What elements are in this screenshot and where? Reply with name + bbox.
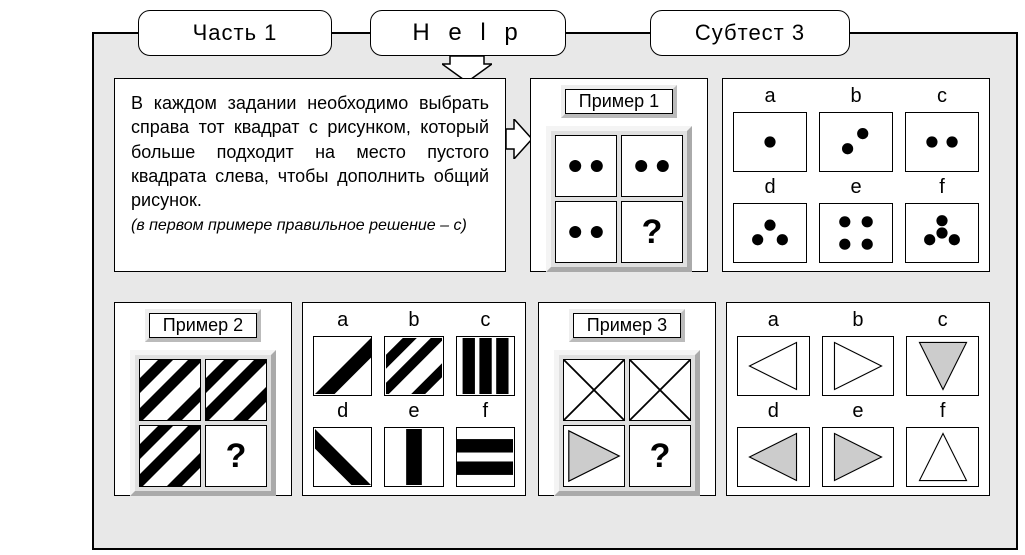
answer-label: a <box>313 309 372 334</box>
answer-label: e <box>819 176 893 201</box>
answer-option-e[interactable] <box>822 427 895 487</box>
answer-label: b <box>819 85 893 110</box>
example2-answers: abc def <box>302 302 526 496</box>
answer-option-d[interactable] <box>313 427 372 487</box>
answer-label: f <box>905 176 979 201</box>
answer-label: d <box>737 400 810 425</box>
grid-cell <box>621 135 683 197</box>
example1-stimulus: Пример 1 ? <box>530 78 708 272</box>
grid-cell: ? <box>629 425 691 487</box>
example3-answers: abc def <box>726 302 990 496</box>
instruction-text: В каждом задании необходимо выбрать спра… <box>131 93 489 210</box>
answer-label: a <box>737 309 810 334</box>
answer-label: e <box>822 400 895 425</box>
answer-label: c <box>906 309 979 334</box>
answer-option-f[interactable] <box>906 427 979 487</box>
grid-cell <box>139 359 201 421</box>
example3-label: Пример 3 <box>569 309 685 342</box>
arrow-right-icon <box>506 119 532 159</box>
example2-stimulus: Пример 2 ? <box>114 302 292 496</box>
answer-option-b[interactable] <box>819 112 893 172</box>
grid-cell: ? <box>621 201 683 263</box>
grid-cell <box>555 201 617 263</box>
tab-subtest: Субтест 3 <box>650 10 850 56</box>
answer-option-f[interactable] <box>456 427 515 487</box>
example3-stimulus: Пример 3 ? <box>538 302 716 496</box>
grid-cell <box>563 359 625 421</box>
answer-label: c <box>905 85 979 110</box>
answer-option-d[interactable] <box>737 427 810 487</box>
answer-option-f[interactable] <box>905 203 979 263</box>
grid-cell <box>139 425 201 487</box>
example1-answers: abc def <box>722 78 990 272</box>
instruction-box: В каждом задании необходимо выбрать спра… <box>114 78 506 272</box>
tab-part: Часть 1 <box>138 10 332 56</box>
grid-cell <box>563 425 625 487</box>
tab-help: H e l p <box>370 10 566 56</box>
answer-option-c[interactable] <box>456 336 515 396</box>
answer-option-e[interactable] <box>384 427 443 487</box>
answer-option-a[interactable] <box>313 336 372 396</box>
answer-label: f <box>456 400 515 425</box>
answer-option-c[interactable] <box>905 112 979 172</box>
grid-cell <box>629 359 691 421</box>
answer-option-b[interactable] <box>384 336 443 396</box>
answer-label: b <box>384 309 443 334</box>
answer-label: e <box>384 400 443 425</box>
example2-label: Пример 2 <box>145 309 261 342</box>
answer-option-e[interactable] <box>819 203 893 263</box>
answer-option-a[interactable] <box>733 112 807 172</box>
answer-option-d[interactable] <box>733 203 807 263</box>
answer-label: a <box>733 85 807 110</box>
answer-label: f <box>906 400 979 425</box>
instruction-note: (в первом примере правильное решение – с… <box>131 217 467 234</box>
answer-label: c <box>456 309 515 334</box>
answer-label: d <box>733 176 807 201</box>
answer-option-b[interactable] <box>822 336 895 396</box>
grid-cell <box>555 135 617 197</box>
grid-cell <box>205 359 267 421</box>
grid-cell: ? <box>205 425 267 487</box>
answer-option-a[interactable] <box>737 336 810 396</box>
answer-label: b <box>822 309 895 334</box>
answer-label: d <box>313 400 372 425</box>
answer-option-c[interactable] <box>906 336 979 396</box>
example1-label: Пример 1 <box>561 85 677 118</box>
